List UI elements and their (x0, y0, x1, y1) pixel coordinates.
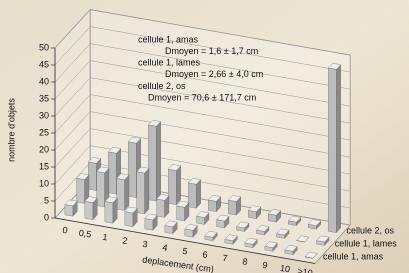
bar (208, 200, 216, 212)
bar (268, 214, 276, 222)
bar (128, 142, 136, 198)
bar (97, 172, 105, 207)
y-tick-label: 30 (39, 110, 49, 120)
y-tick-label: 15 (39, 161, 49, 171)
y-tick-label: 35 (39, 93, 49, 103)
annotation: Dmoyen = 70,6 ± 171,7 cm (148, 92, 256, 102)
y-axis-label: nombre d'objets (6, 98, 16, 162)
bar (177, 206, 185, 221)
y-tick-label: 50 (39, 42, 49, 52)
bar (125, 212, 133, 227)
bar-side (176, 166, 180, 205)
bar (65, 205, 73, 217)
bar (157, 199, 165, 217)
bar (77, 178, 85, 203)
bar (248, 210, 256, 218)
bar-side (125, 175, 129, 210)
annotation: cellule 1, lames (138, 58, 201, 68)
bar (145, 219, 153, 231)
bar (165, 226, 173, 234)
y-tick-label: 5 (44, 195, 49, 205)
bar-side (145, 168, 149, 214)
y-tick-label: 40 (39, 76, 49, 86)
series-label: cellule 1, lames (335, 238, 398, 248)
chart: nombre d'objets deplacement (cm) 0510152… (0, 0, 409, 273)
annotation: cellule 1, amas (138, 34, 199, 44)
bar (105, 201, 113, 223)
bar-side (156, 122, 160, 202)
bar-side (336, 65, 340, 233)
bar (108, 152, 116, 194)
series-label: cellule 1, amas (323, 251, 384, 261)
bar (168, 169, 176, 204)
y-tick-label: 25 (39, 127, 49, 137)
bar (188, 183, 196, 208)
bar (85, 201, 93, 219)
bar (228, 200, 236, 215)
annotation: Dmoyen = 2,66 ± 4,0 cm (165, 69, 263, 79)
bar (197, 216, 205, 224)
x-tick-label: 0,5 (78, 228, 92, 240)
bar (88, 162, 96, 191)
annotation: cellule 2, os (138, 81, 186, 91)
bar (137, 172, 145, 214)
x-tick-label: >10 (297, 266, 314, 273)
bar (185, 229, 193, 237)
x-tick-label: 10 (279, 263, 290, 273)
y-tick-label: 20 (39, 144, 49, 154)
annotation: Dmoyen = 1,6 ± 1,7 cm (165, 46, 258, 56)
bar (148, 125, 156, 201)
bar (328, 68, 336, 233)
bar (117, 178, 125, 210)
y-tick-label: 0 (44, 212, 49, 222)
y-tick-label: 10 (39, 178, 49, 188)
y-tick-label: 45 (39, 59, 49, 69)
series-label: cellule 2, os (347, 226, 395, 236)
bar (217, 220, 225, 228)
